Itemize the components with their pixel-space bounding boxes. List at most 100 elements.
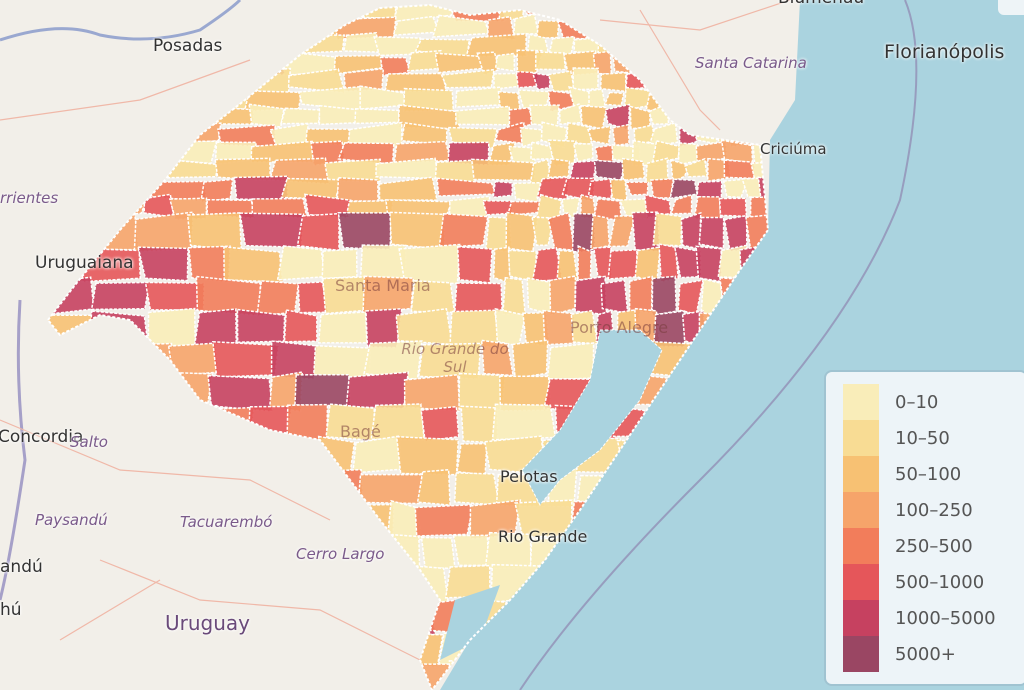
municipality[interactable] [651, 139, 681, 165]
municipality[interactable] [469, 499, 522, 540]
municipality[interactable] [403, 373, 461, 413]
municipality[interactable] [134, 435, 188, 475]
municipality[interactable] [453, 472, 501, 506]
municipality[interactable] [645, 86, 668, 112]
municipality[interactable] [42, 531, 96, 570]
municipality[interactable] [349, 2, 397, 20]
municipality[interactable] [101, 193, 147, 217]
municipality[interactable] [738, 73, 763, 91]
municipality[interactable] [317, 435, 356, 476]
municipality[interactable] [608, 215, 637, 248]
municipality[interactable] [244, 35, 290, 54]
municipality[interactable] [588, 88, 607, 111]
municipality[interactable] [88, 536, 146, 569]
municipality[interactable] [701, 0, 726, 21]
municipality[interactable] [395, 435, 460, 476]
municipality[interactable] [454, 105, 512, 126]
map-control[interactable] [998, 0, 1024, 15]
municipality[interactable] [76, 72, 141, 90]
municipality[interactable] [352, 435, 402, 474]
municipality[interactable] [37, 211, 79, 251]
municipality[interactable] [549, 275, 577, 317]
municipality[interactable] [720, 139, 754, 164]
municipality[interactable] [618, 31, 643, 55]
municipality[interactable] [624, 181, 649, 196]
municipality[interactable] [137, 246, 189, 282]
municipality[interactable] [354, 107, 401, 125]
municipality[interactable] [341, 503, 395, 540]
municipality[interactable] [536, 19, 560, 40]
municipality[interactable] [38, 69, 82, 95]
municipality[interactable] [534, 51, 567, 71]
municipality[interactable] [105, 471, 152, 506]
municipality[interactable] [224, 67, 292, 94]
municipality[interactable] [87, 179, 143, 196]
municipality[interactable] [546, 342, 595, 381]
municipality[interactable] [440, 68, 495, 89]
municipality[interactable] [568, 159, 599, 181]
municipality[interactable] [111, 55, 162, 76]
municipality[interactable] [356, 563, 388, 601]
municipality[interactable] [621, 157, 646, 182]
municipality[interactable] [416, 468, 451, 506]
municipality[interactable] [116, 164, 165, 183]
municipality[interactable] [480, 339, 515, 377]
municipality[interactable] [337, 211, 392, 251]
municipality[interactable] [42, 0, 70, 21]
municipality[interactable] [118, 105, 170, 129]
municipality[interactable] [256, 661, 296, 690]
municipality[interactable] [159, 631, 215, 668]
municipality[interactable] [305, 502, 350, 541]
municipality[interactable] [324, 663, 368, 690]
municipality[interactable] [603, 91, 625, 107]
municipality[interactable] [69, 143, 106, 167]
municipality[interactable] [502, 276, 527, 316]
municipality[interactable] [251, 197, 308, 220]
municipality[interactable] [276, 245, 326, 281]
municipality[interactable] [597, 31, 625, 56]
municipality[interactable] [241, 437, 290, 474]
municipality[interactable] [400, 122, 448, 146]
municipality[interactable] [183, 536, 233, 570]
municipality[interactable] [181, 404, 218, 438]
municipality[interactable] [36, 373, 82, 410]
municipality[interactable] [658, 49, 679, 76]
municipality[interactable] [311, 1, 353, 22]
municipality[interactable] [744, 0, 763, 20]
municipality[interactable] [119, 0, 181, 23]
municipality[interactable] [38, 596, 97, 632]
municipality[interactable] [756, 87, 787, 113]
municipality[interactable] [387, 563, 450, 604]
municipality[interactable] [146, 663, 214, 690]
municipality[interactable] [144, 281, 205, 311]
municipality[interactable] [494, 307, 527, 347]
municipality[interactable] [542, 309, 575, 346]
municipality[interactable] [531, 216, 555, 247]
municipality[interactable] [476, 51, 501, 77]
municipality[interactable] [677, 279, 704, 316]
municipality[interactable] [647, 121, 679, 148]
municipality[interactable] [734, 85, 763, 112]
municipality[interactable] [385, 199, 453, 217]
municipality[interactable] [507, 249, 537, 283]
municipality[interactable] [720, 16, 754, 41]
municipality[interactable] [286, 662, 330, 690]
municipality[interactable] [709, 71, 740, 93]
municipality[interactable] [640, 34, 672, 55]
municipality[interactable] [696, 180, 723, 200]
municipality[interactable] [511, 339, 549, 380]
municipality[interactable] [41, 126, 90, 143]
municipality[interactable] [551, 0, 580, 20]
municipality[interactable] [710, 86, 740, 113]
municipality[interactable] [628, 275, 653, 314]
municipality[interactable] [36, 276, 95, 317]
municipality[interactable] [380, 598, 436, 636]
municipality[interactable] [317, 311, 368, 344]
municipality[interactable] [247, 405, 293, 445]
municipality[interactable] [378, 176, 438, 201]
municipality[interactable] [204, 85, 251, 111]
municipality[interactable] [766, 17, 787, 40]
municipality[interactable] [530, 141, 553, 160]
municipality[interactable] [420, 536, 456, 570]
municipality[interactable] [599, 71, 627, 93]
